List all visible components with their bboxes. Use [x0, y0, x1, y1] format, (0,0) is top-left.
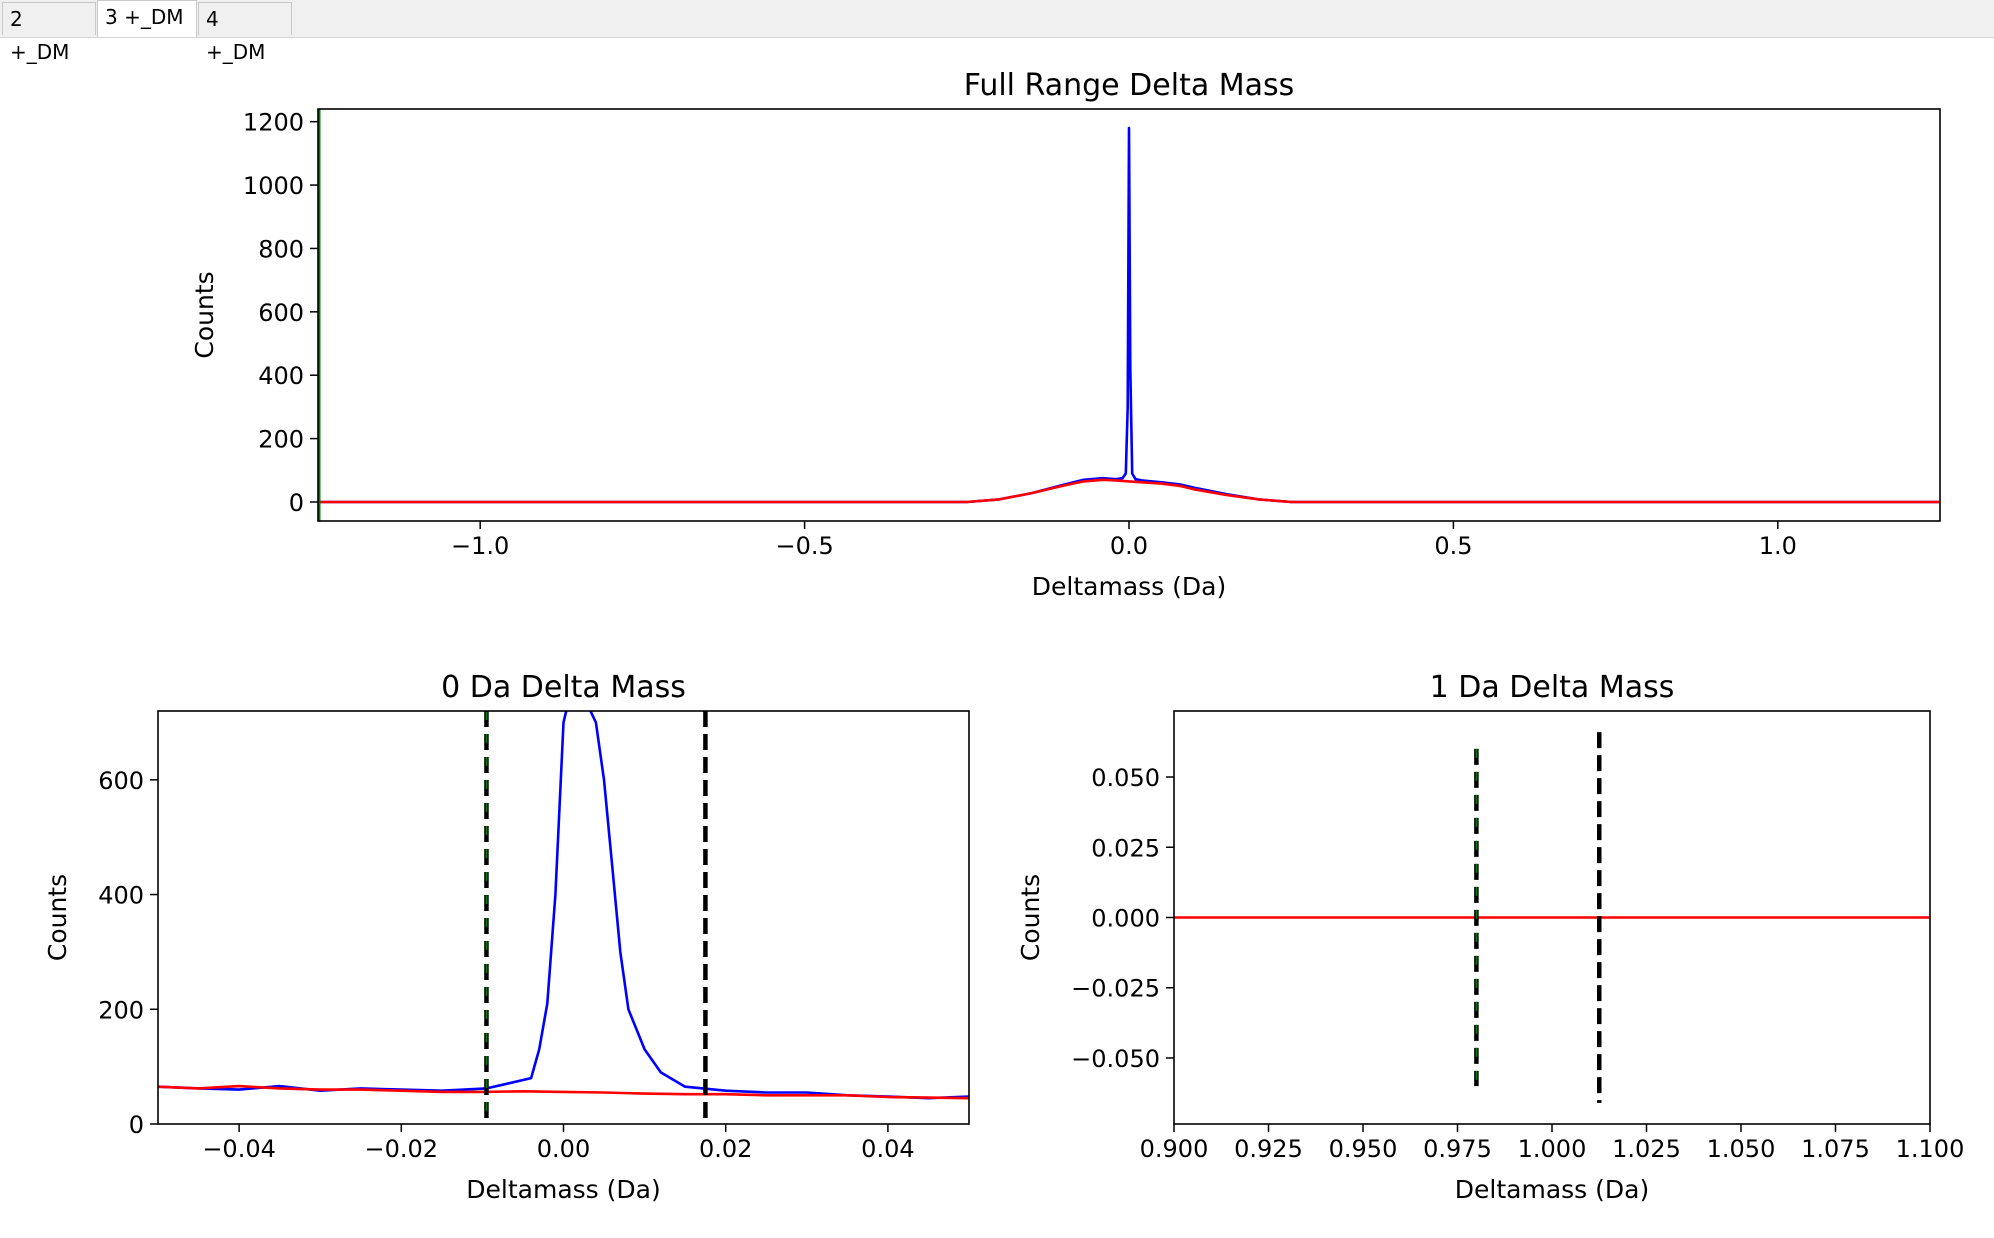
one-da-title: 1 Da Delta Mass — [1430, 670, 1675, 705]
zero-da-chart: 0 Da Delta Mass −0.04 −0.02 0.00 0.02 0.04 0 20… — [43, 670, 970, 1204]
full-range-ytick-label: 1200 — [243, 109, 304, 137]
one-da-xtick-label: 0.950 — [1329, 1135, 1398, 1163]
zero-da-series-line — [158, 1084, 969, 1100]
zero-da-plot-area — [158, 711, 969, 1124]
one-da-ylabel: Counts — [1016, 874, 1045, 961]
one-da-ytick-label: 0.000 — [1091, 905, 1160, 933]
full-range-ytick-label: 200 — [258, 426, 304, 454]
zero-da-ylabel: Counts — [43, 874, 72, 961]
full-range-chart: Full Range Delta Mass −1.0 −0.5 0.0 0.5 1.0 0 2… — [190, 68, 1941, 601]
zero-da-xtick-label: 0.00 — [537, 1135, 590, 1163]
zero-da-axes-frame — [157, 710, 970, 1125]
one-da-plot-area — [1174, 732, 1930, 1103]
tab-4-dm[interactable]: 4 +_DM — [198, 2, 292, 64]
one-da-xtick-label: 1.075 — [1801, 1135, 1870, 1163]
full-range-ytick-label: 0 — [289, 489, 304, 517]
full-range-ytick-label: 600 — [258, 299, 304, 327]
one-da-xtick-label: 1.100 — [1896, 1135, 1965, 1163]
zero-da-xtick-label: −0.04 — [202, 1135, 276, 1163]
one-da-xtick-label: 1.050 — [1707, 1135, 1776, 1163]
zero-da-xtick-label: 0.02 — [699, 1135, 752, 1163]
one-da-axes-frame — [1173, 710, 1931, 1125]
full-range-ylabel: Counts — [190, 271, 219, 358]
full-range-xtick-label: −0.5 — [775, 532, 833, 560]
full-range-ytick-label: 800 — [258, 235, 304, 263]
tab-2-dm[interactable]: 2 +_DM — [2, 2, 96, 64]
full-range-xtick-label: 1.0 — [1759, 532, 1797, 560]
full-range-axes-frame — [317, 108, 1941, 522]
zero-da-ytick-label: 600 — [98, 767, 144, 795]
one-da-chart: 1 Da Delta Mass 0.900 0.925 0.950 0.975 1.000… — [1016, 670, 1964, 1204]
one-da-xtick-label: 0.900 — [1140, 1135, 1209, 1163]
zero-da-series-line — [158, 711, 969, 1100]
one-da-xtick-label: 0.975 — [1423, 1135, 1492, 1163]
full-range-series-line — [318, 478, 1940, 504]
zero-da-xlabel: Deltamass (Da) — [466, 1175, 660, 1204]
zero-da-ytick-label: 400 — [98, 882, 144, 910]
one-da-ytick-label: −0.050 — [1071, 1045, 1160, 1073]
full-range-xtick-label: −1.0 — [451, 532, 509, 560]
one-da-xlabel: Deltamass (Da) — [1455, 1175, 1649, 1204]
tab-bar: 2 +_DM 3 +_DM 4 +_DM — [0, 0, 1994, 64]
one-da-xtick-label: 1.025 — [1612, 1135, 1681, 1163]
tab-3-dm[interactable]: 3 +_DM — [97, 0, 197, 37]
zero-da-xtick-label: −0.02 — [365, 1135, 439, 1163]
one-da-ytick-label: −0.025 — [1071, 975, 1160, 1003]
one-da-ytick-label: 0.025 — [1091, 834, 1160, 862]
full-range-title: Full Range Delta Mass — [964, 68, 1295, 103]
full-range-ytick-label: 1000 — [243, 172, 304, 200]
one-da-xtick-label: 1.000 — [1518, 1135, 1587, 1163]
zero-da-xtick-label: 0.04 — [861, 1135, 914, 1163]
full-range-xtick-label: 0.5 — [1434, 532, 1472, 560]
zero-da-ytick-label: 0 — [129, 1111, 144, 1139]
one-da-ytick-label: 0.050 — [1091, 764, 1160, 792]
zero-da-ytick-label: 200 — [98, 996, 144, 1024]
full-range-series-line — [318, 126, 1940, 504]
full-range-ytick-label: 400 — [258, 362, 304, 390]
full-range-xtick-label: 0.0 — [1110, 532, 1148, 560]
zero-da-title: 0 Da Delta Mass — [441, 670, 686, 705]
full-range-xlabel: Deltamass (Da) — [1032, 572, 1226, 601]
full-range-plot-area — [318, 109, 1940, 521]
one-da-xtick-label: 0.925 — [1234, 1135, 1303, 1163]
